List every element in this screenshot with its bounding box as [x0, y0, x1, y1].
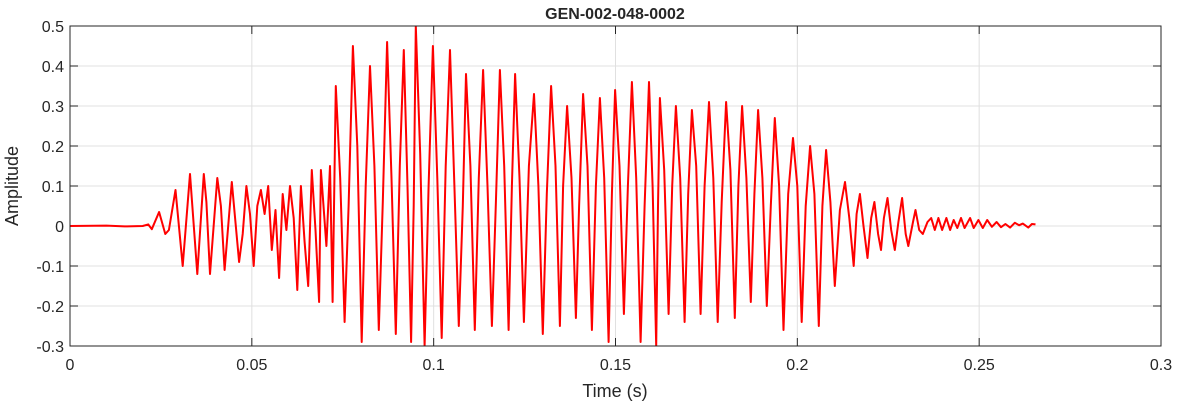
- y-tick-label: -0.1: [36, 259, 64, 276]
- x-tick-label: 0: [66, 357, 75, 374]
- chart-title: GEN-002-048-0002: [545, 6, 685, 23]
- y-tick-label: -0.2: [36, 299, 64, 316]
- x-tick-label: 0.3: [1150, 357, 1172, 374]
- y-tick-label: -0.3: [36, 339, 64, 356]
- y-tick-label: 0.1: [42, 179, 64, 196]
- x-axis-label: Time (s): [582, 381, 647, 401]
- x-tick-label: 0.15: [600, 357, 631, 374]
- waveform-line: [70, 26, 1036, 346]
- y-tick-label: 0: [55, 219, 64, 236]
- x-tick-label: 0.1: [423, 357, 445, 374]
- y-tick-label: 0.5: [42, 19, 64, 36]
- y-tick-label: 0.2: [42, 139, 64, 156]
- y-axis-label: Amplitude: [2, 146, 22, 226]
- y-tick-label: 0.3: [42, 99, 64, 116]
- axis-ticks: 0 0.05 0.1 0.15 0.2 0.25 0.3 -0.3 -0.2 -0.1 0 0.1 0.…: [36, 19, 1172, 374]
- x-tick-label: 0.05: [236, 357, 267, 374]
- x-tick-label: 0.25: [964, 357, 995, 374]
- x-tick-label: 0.2: [786, 357, 808, 374]
- axes-box: [69, 25, 1162, 347]
- y-tick-label: 0.4: [42, 59, 64, 76]
